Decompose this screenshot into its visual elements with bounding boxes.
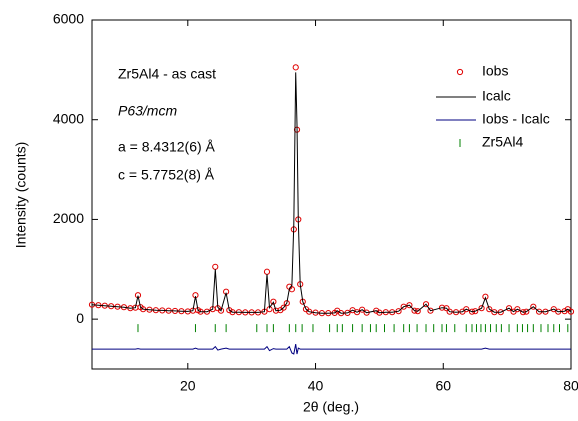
observed-point <box>217 307 225 314</box>
y-tick-label: 2000 <box>53 210 84 226</box>
observed-point <box>270 298 277 305</box>
observed-point <box>406 302 413 309</box>
y-tick-label: 4000 <box>53 110 84 126</box>
observed-point <box>292 64 299 71</box>
annotation: c = 5.7752(8) Å <box>118 167 215 183</box>
legend-label: Icalc <box>482 88 511 104</box>
x-tick-label: 20 <box>180 378 196 394</box>
observed-point <box>263 268 271 275</box>
observed-point <box>427 307 434 314</box>
x-tick-label: 40 <box>308 378 324 394</box>
profile-line <box>91 72 572 314</box>
observed-point <box>212 263 219 270</box>
legend-marker <box>456 68 464 76</box>
observed-point <box>422 301 430 308</box>
observed-point <box>486 306 493 313</box>
observed-point <box>505 305 513 312</box>
observed-point <box>567 308 575 315</box>
profile-line <box>92 344 571 355</box>
observed-point <box>359 306 366 313</box>
y-axis-label: Intensity (counts) <box>13 142 29 249</box>
y-tick-label: 6000 <box>53 11 84 27</box>
annotation: P63/mcm <box>118 103 177 119</box>
annotation: Zr5Al4 - as cast <box>118 66 216 82</box>
observed-point <box>478 305 485 312</box>
observed-point <box>280 304 287 311</box>
y-tick-label: 0 <box>76 310 84 326</box>
x-tick-label: 80 <box>563 378 578 394</box>
legend-label: Iobs - Icalc <box>482 111 550 127</box>
legend-label: Zr5Al4 <box>482 134 523 150</box>
legend-label: Iobs <box>482 63 508 79</box>
observed-point <box>400 303 407 310</box>
observed-point <box>353 309 361 316</box>
annotation: a = 8.4312(6) Å <box>118 139 216 155</box>
x-axis-label: 2θ (deg.) <box>303 399 359 415</box>
observed-point <box>550 306 557 313</box>
observed-point <box>463 306 470 313</box>
observed-point <box>373 307 380 314</box>
x-tick-label: 60 <box>435 378 451 394</box>
observed-point <box>530 303 537 310</box>
observed-point <box>514 306 521 313</box>
plot-frame <box>91 19 572 370</box>
